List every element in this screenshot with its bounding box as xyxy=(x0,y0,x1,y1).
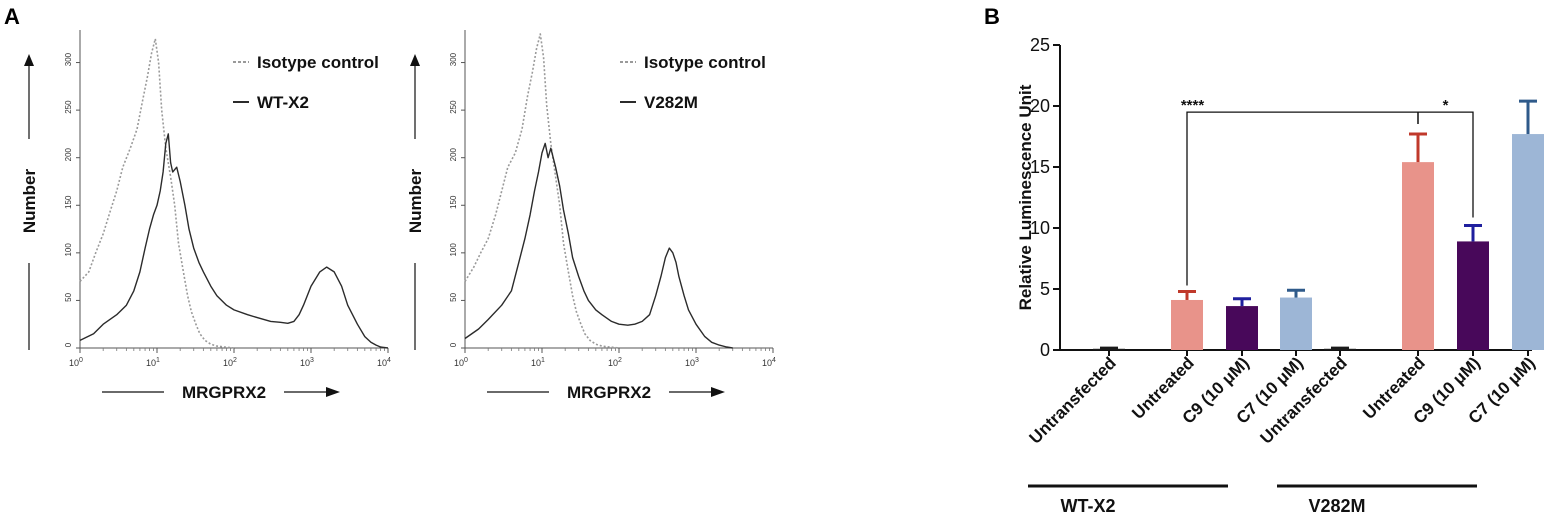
x-tick-label: 104 xyxy=(762,357,776,368)
y-axis-arrow-head xyxy=(410,54,420,66)
category-label: Untransfected xyxy=(1026,353,1120,447)
isotype-control-line xyxy=(79,37,235,349)
significance-bracket xyxy=(1186,111,1419,286)
y-tick-label: 200 xyxy=(64,147,73,161)
significance-bracket xyxy=(1417,111,1474,218)
histogram-right: 0 50 100 150 200 250 300 100 101 102 103 104 Isotype… xyxy=(406,30,776,402)
bar xyxy=(1280,297,1312,350)
x-tick-label: 103 xyxy=(685,357,699,368)
y-axis-arrow-head xyxy=(24,54,34,66)
y-tick-label: 50 xyxy=(449,292,458,301)
sample-line xyxy=(79,133,389,349)
panel-letter-a: A xyxy=(4,4,20,29)
histogram-left: 0 50 100 150 200 250 300 100 101 102 103 104 Isotype… xyxy=(20,30,391,402)
bar xyxy=(1457,241,1489,350)
bar xyxy=(1171,299,1203,350)
x-tick-label: 101 xyxy=(146,357,160,368)
y-tick-label: 200 xyxy=(449,147,458,161)
y-tick-label: 250 xyxy=(449,100,458,114)
y-tick-label: 300 xyxy=(449,52,458,66)
y-tick-label: 100 xyxy=(64,243,73,257)
bar-chart: 0 5 10 15 20 25 Relative Luminescence Unit Untr… xyxy=(1016,35,1544,514)
y-tick-label: 50 xyxy=(64,292,73,301)
isotype-control-line xyxy=(464,33,620,349)
legend-label: V282M xyxy=(644,93,698,112)
bar xyxy=(1226,306,1258,350)
x-tick-label: 100 xyxy=(454,357,468,368)
y-tick-label: 0 xyxy=(64,342,73,347)
x-tick-label: 101 xyxy=(531,357,545,368)
legend-label: WT-X2 xyxy=(257,93,309,112)
significance-label: * xyxy=(1443,97,1449,114)
y-tick-label: 15 xyxy=(1030,157,1050,177)
x-axis-arrow-head xyxy=(711,387,725,397)
x-axis-label: MRGPRX2 xyxy=(182,383,266,402)
y-tick-label: 0 xyxy=(1040,340,1050,360)
sample-line xyxy=(464,142,733,349)
y-axis-label: Relative Luminescence Unit xyxy=(1016,84,1035,310)
panel-letter-b: B xyxy=(984,4,1000,29)
group-label: V282M xyxy=(1308,496,1365,514)
x-tick-label: 103 xyxy=(300,357,314,368)
y-tick-label: 25 xyxy=(1030,35,1050,55)
x-axis-arrow-head xyxy=(326,387,340,397)
group-label: WT-X2 xyxy=(1060,496,1115,514)
y-tick-label: 100 xyxy=(449,243,458,257)
y-tick-label: 5 xyxy=(1040,279,1050,299)
x-axis-label: MRGPRX2 xyxy=(567,383,651,402)
y-tick-label: 250 xyxy=(64,100,73,114)
y-tick-label: 150 xyxy=(64,195,73,209)
legend-label: Isotype control xyxy=(644,53,766,72)
bar xyxy=(1512,134,1544,350)
x-tick-label: 100 xyxy=(69,357,83,368)
y-tick-label: 150 xyxy=(449,195,458,209)
y-tick-label: 10 xyxy=(1030,218,1050,238)
y-tick-label: 20 xyxy=(1030,96,1050,116)
y-axis-label: Number xyxy=(20,169,39,234)
legend-label: Isotype control xyxy=(257,53,379,72)
significance-label: **** xyxy=(1181,97,1205,114)
y-tick-label: 300 xyxy=(64,52,73,66)
y-tick-label: 0 xyxy=(449,342,458,347)
x-tick-label: 102 xyxy=(608,357,622,368)
bar xyxy=(1402,162,1434,350)
x-tick-label: 104 xyxy=(377,357,391,368)
x-tick-label: 102 xyxy=(223,357,237,368)
y-axis-label: Number xyxy=(406,169,425,234)
